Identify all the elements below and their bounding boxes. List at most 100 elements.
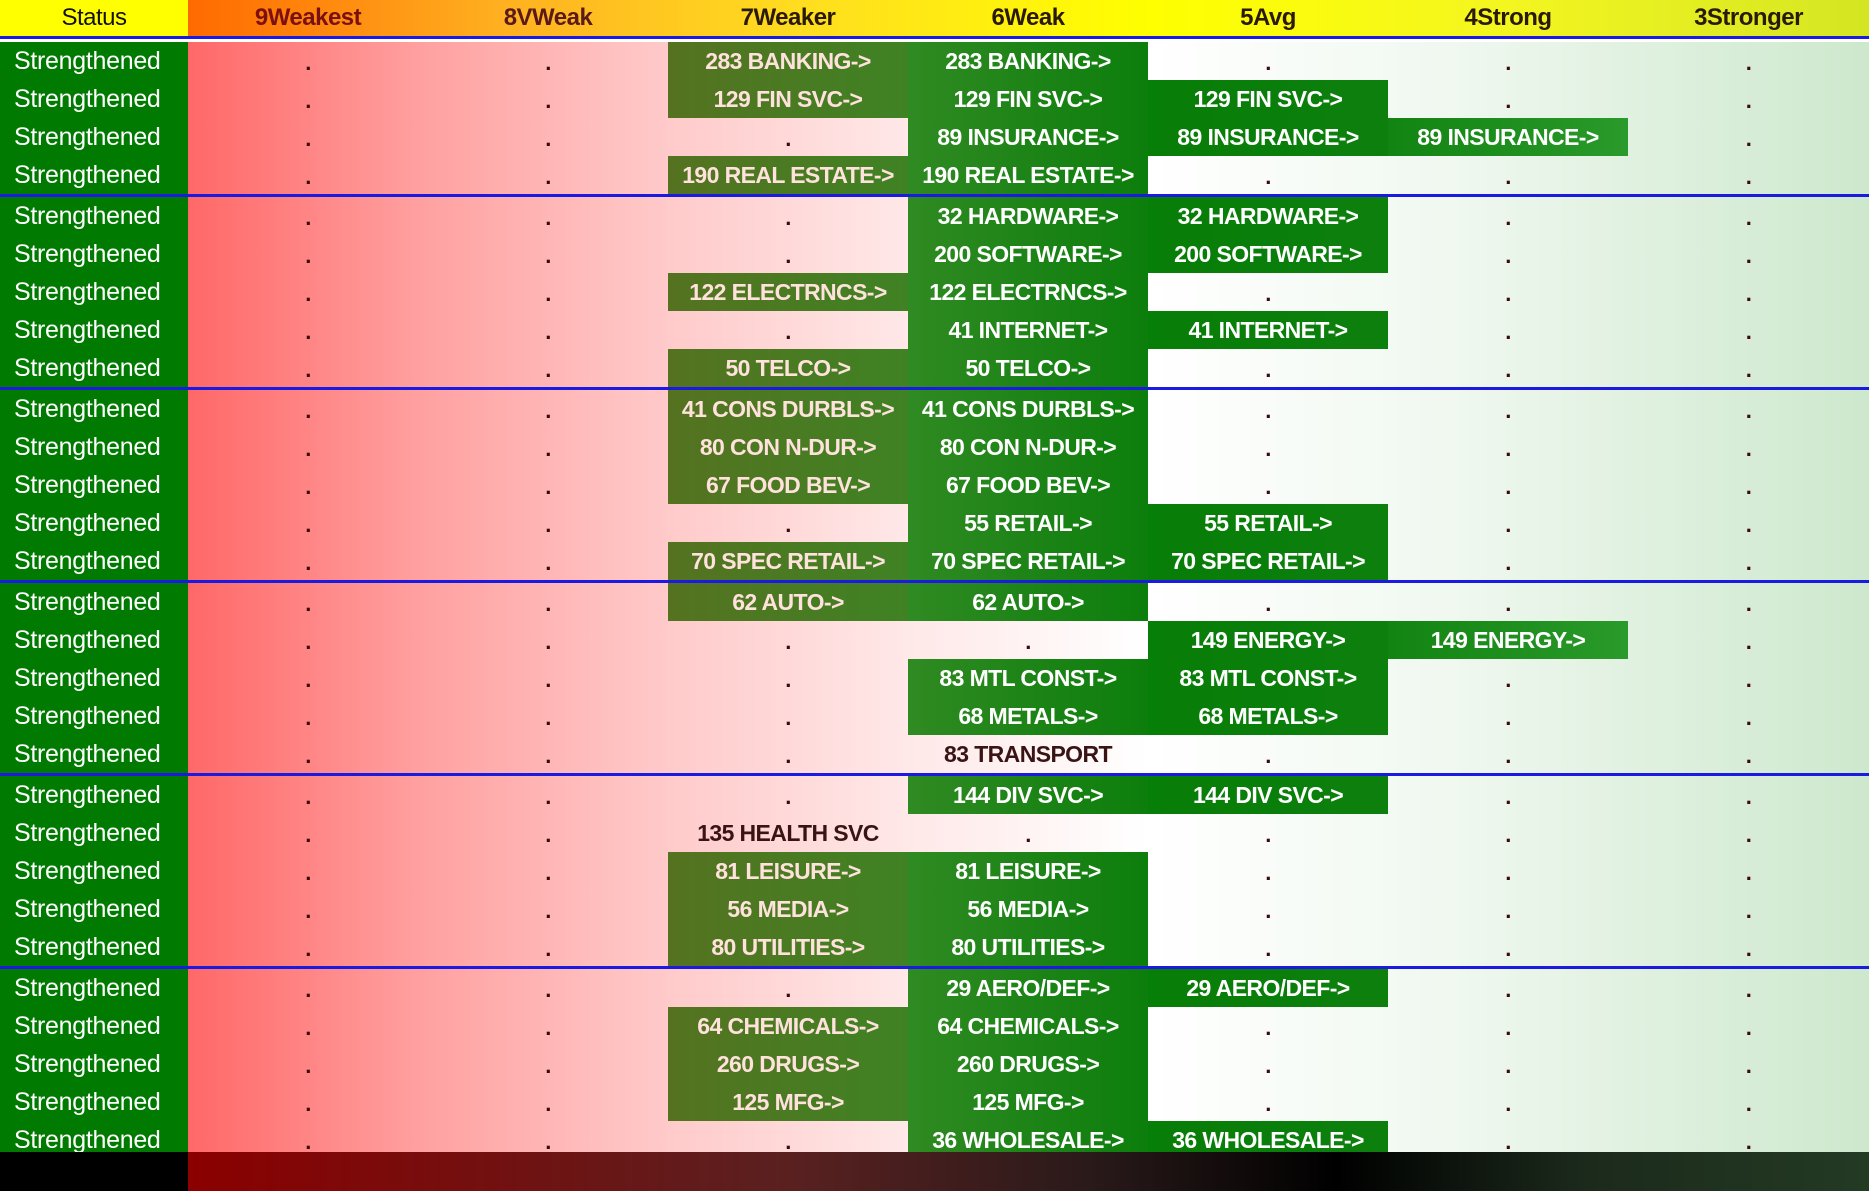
empty-cell[interactable]: . xyxy=(1505,164,1511,189)
empty-cell[interactable]: . xyxy=(545,50,551,75)
empty-cell[interactable]: . xyxy=(305,743,311,768)
empty-cell[interactable]: . xyxy=(305,860,311,885)
status-cell[interactable]: Strengthened xyxy=(0,42,188,80)
empty-cell[interactable]: . xyxy=(785,126,791,151)
empty-cell[interactable]: . xyxy=(305,705,311,730)
column-header-7weaker[interactable]: 7Weaker xyxy=(740,4,836,31)
empty-cell[interactable]: . xyxy=(305,126,311,151)
sector-cell[interactable]: 129 FIN SVC-> xyxy=(1148,80,1388,118)
empty-cell[interactable]: . xyxy=(1505,1091,1511,1116)
empty-cell[interactable]: . xyxy=(545,126,551,151)
sector-cell[interactable]: 81 LEISURE-> xyxy=(908,852,1148,890)
empty-cell[interactable]: . xyxy=(1745,126,1752,151)
empty-cell[interactable]: . xyxy=(305,281,311,306)
empty-cell[interactable]: . xyxy=(545,860,551,885)
empty-cell[interactable]: . xyxy=(1025,822,1031,847)
empty-cell[interactable]: . xyxy=(1745,50,1752,75)
empty-cell[interactable]: . xyxy=(545,164,551,189)
empty-cell[interactable]: . xyxy=(305,1053,311,1078)
empty-cell[interactable]: . xyxy=(1745,591,1752,616)
empty-cell[interactable]: . xyxy=(1745,1129,1752,1154)
empty-cell[interactable]: . xyxy=(545,205,551,230)
sector-cell[interactable]: 29 AERO/DEF-> xyxy=(1148,969,1388,1007)
empty-cell[interactable]: . xyxy=(545,88,551,113)
empty-cell[interactable]: . xyxy=(785,977,791,1002)
empty-cell[interactable]: . xyxy=(545,550,551,575)
empty-cell[interactable]: . xyxy=(305,1091,311,1116)
empty-cell[interactable]: . xyxy=(785,784,791,809)
empty-cell[interactable]: . xyxy=(1745,357,1752,382)
status-cell[interactable]: Strengthened xyxy=(0,80,188,118)
sector-cell[interactable]: 190 REAL ESTATE-> xyxy=(668,156,908,194)
sector-cell[interactable]: 283 BANKING-> xyxy=(668,42,908,80)
sector-cell[interactable]: 135 HEALTH SVC xyxy=(697,819,879,846)
empty-cell[interactable]: . xyxy=(545,629,551,654)
sector-cell[interactable]: 64 CHEMICALS-> xyxy=(668,1007,908,1045)
empty-cell[interactable]: . xyxy=(1505,1053,1511,1078)
empty-cell[interactable]: . xyxy=(1505,784,1511,809)
empty-cell[interactable]: . xyxy=(545,357,551,382)
status-cell[interactable]: Strengthened xyxy=(0,1045,188,1083)
status-cell[interactable]: Strengthened xyxy=(0,311,188,349)
empty-cell[interactable]: . xyxy=(785,1129,791,1154)
empty-cell[interactable]: . xyxy=(305,436,311,461)
empty-cell[interactable]: . xyxy=(1745,281,1752,306)
empty-cell[interactable]: . xyxy=(1745,512,1752,537)
sector-cell[interactable]: 56 MEDIA-> xyxy=(908,890,1148,928)
empty-cell[interactable]: . xyxy=(1265,591,1271,616)
empty-cell[interactable]: . xyxy=(1265,743,1271,768)
empty-cell[interactable]: . xyxy=(305,357,311,382)
status-cell[interactable]: Strengthened xyxy=(0,428,188,466)
sector-cell[interactable]: 41 CONS DURBLS-> xyxy=(668,390,908,428)
empty-cell[interactable]: . xyxy=(785,667,791,692)
empty-cell[interactable]: . xyxy=(1505,357,1511,382)
empty-cell[interactable]: . xyxy=(1505,936,1511,961)
empty-cell[interactable]: . xyxy=(1505,512,1511,537)
empty-cell[interactable]: . xyxy=(1505,50,1511,75)
sector-cell[interactable]: 70 SPEC RETAIL-> xyxy=(908,542,1148,580)
empty-cell[interactable]: . xyxy=(785,705,791,730)
empty-cell[interactable]: . xyxy=(1505,398,1511,423)
sector-cell[interactable]: 122 ELECTRNCS-> xyxy=(668,273,908,311)
status-cell[interactable]: Strengthened xyxy=(0,969,188,1007)
empty-cell[interactable]: . xyxy=(1745,743,1752,768)
empty-cell[interactable]: . xyxy=(1505,281,1511,306)
empty-cell[interactable]: . xyxy=(305,512,311,537)
sector-cell[interactable]: 144 DIV SVC-> xyxy=(908,776,1148,814)
sector-cell[interactable]: 29 AERO/DEF-> xyxy=(908,969,1148,1007)
empty-cell[interactable]: . xyxy=(305,1129,311,1154)
sector-cell[interactable]: 129 FIN SVC-> xyxy=(668,80,908,118)
empty-cell[interactable]: . xyxy=(545,512,551,537)
empty-cell[interactable]: . xyxy=(1265,898,1271,923)
empty-cell[interactable]: . xyxy=(1505,474,1511,499)
empty-cell[interactable]: . xyxy=(1745,243,1752,268)
sector-cell[interactable]: 67 FOOD BEV-> xyxy=(668,466,908,504)
status-cell[interactable]: Strengthened xyxy=(0,583,188,621)
sector-cell[interactable]: 64 CHEMICALS-> xyxy=(908,1007,1148,1045)
column-header-status[interactable]: Status xyxy=(0,0,188,36)
status-cell[interactable]: Strengthened xyxy=(0,890,188,928)
empty-cell[interactable]: . xyxy=(1505,977,1511,1002)
empty-cell[interactable]: . xyxy=(1505,88,1511,113)
empty-cell[interactable]: . xyxy=(305,629,311,654)
empty-cell[interactable]: . xyxy=(1505,860,1511,885)
status-cell[interactable]: Strengthened xyxy=(0,390,188,428)
empty-cell[interactable]: . xyxy=(1745,398,1752,423)
status-cell[interactable]: Strengthened xyxy=(0,928,188,966)
empty-cell[interactable]: . xyxy=(545,936,551,961)
sector-cell[interactable]: 283 BANKING-> xyxy=(908,42,1148,80)
empty-cell[interactable]: . xyxy=(305,474,311,499)
empty-cell[interactable]: . xyxy=(1745,436,1752,461)
sector-cell[interactable]: 149 ENERGY-> xyxy=(1388,621,1628,659)
empty-cell[interactable]: . xyxy=(1745,474,1752,499)
empty-cell[interactable]: . xyxy=(1265,936,1271,961)
empty-cell[interactable]: . xyxy=(545,822,551,847)
empty-cell[interactable]: . xyxy=(1745,784,1752,809)
empty-cell[interactable]: . xyxy=(1505,898,1511,923)
empty-cell[interactable]: . xyxy=(305,1015,311,1040)
empty-cell[interactable]: . xyxy=(1745,1053,1752,1078)
empty-cell[interactable]: . xyxy=(545,1015,551,1040)
sector-cell[interactable]: 83 MTL CONST-> xyxy=(908,659,1148,697)
empty-cell[interactable]: . xyxy=(305,591,311,616)
empty-cell[interactable]: . xyxy=(1505,743,1511,768)
